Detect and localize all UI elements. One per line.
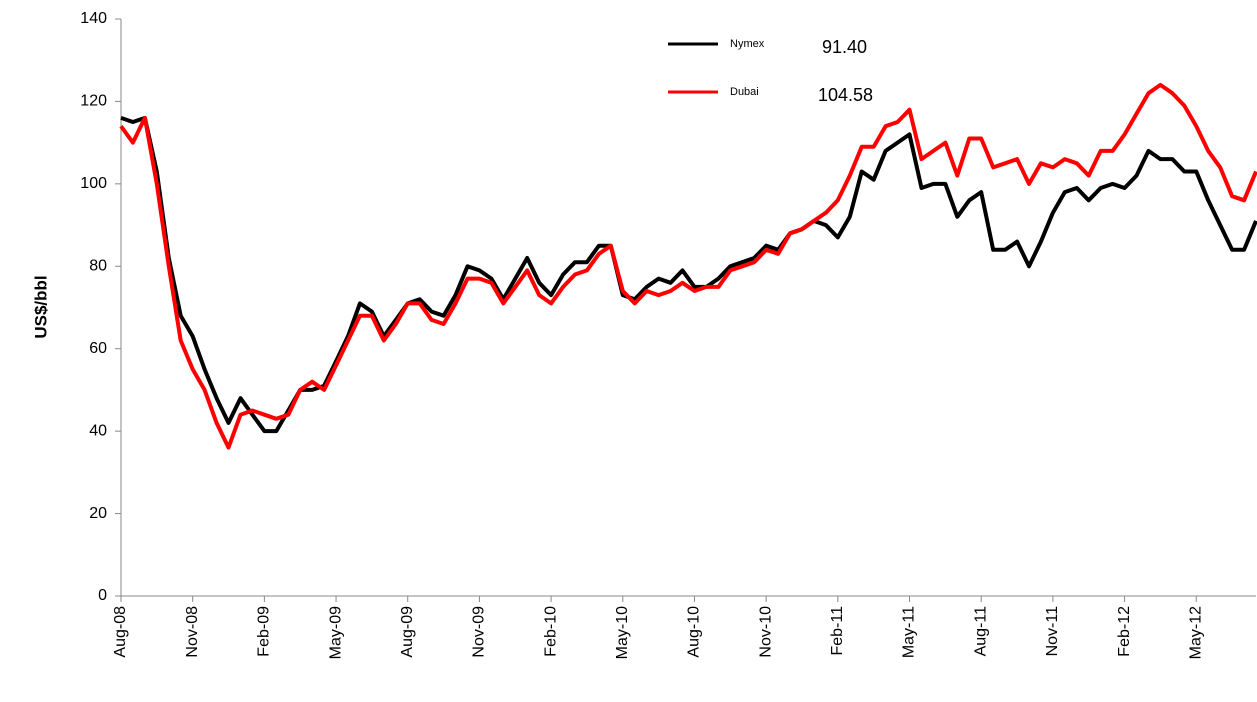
series-line: [120, 115, 1257, 434]
x-tick-label: Nov-11: [1044, 606, 1061, 656]
x-tick-label: Aug-10: [686, 606, 703, 658]
x-tick-label: Nov-10: [757, 606, 774, 658]
x-tick-label: May-11: [901, 606, 918, 658]
legend-label: Nymex: [730, 38, 765, 50]
x-tick-label: Nov-09: [471, 606, 488, 658]
y-tick-label: 20: [89, 505, 107, 522]
annotation: 104.58: [818, 85, 873, 105]
y-tick-label: 40: [89, 422, 107, 439]
y-tick-label: 0: [98, 587, 107, 604]
x-tick-label: Feb-12: [1116, 606, 1133, 657]
x-tick-label: May-10: [614, 606, 631, 659]
x-tick-label: Feb-11: [829, 606, 846, 656]
y-axis-label: US$/bbl: [31, 275, 50, 338]
annotation: 91.40: [822, 37, 867, 57]
y-tick-label: 120: [80, 93, 107, 110]
y-tick-label: 60: [89, 340, 107, 357]
series-line: [119, 82, 1257, 450]
x-tick-label: May-12: [1187, 606, 1204, 659]
x-tick-label: Feb-09: [256, 606, 273, 657]
x-tick-label: Feb-10: [542, 606, 559, 657]
x-tick-label: Aug-09: [399, 606, 416, 658]
y-tick-label: 140: [80, 10, 107, 27]
x-tick-label: May-09: [327, 606, 344, 659]
x-tick-label: Aug-08: [112, 606, 129, 658]
y-tick-label: 80: [89, 258, 107, 275]
y-tick-label: 100: [80, 175, 107, 192]
x-tick-label: Nov-08: [184, 606, 201, 658]
x-tick-label: Aug-11: [972, 606, 989, 657]
legend-label: Dubai: [730, 86, 759, 98]
